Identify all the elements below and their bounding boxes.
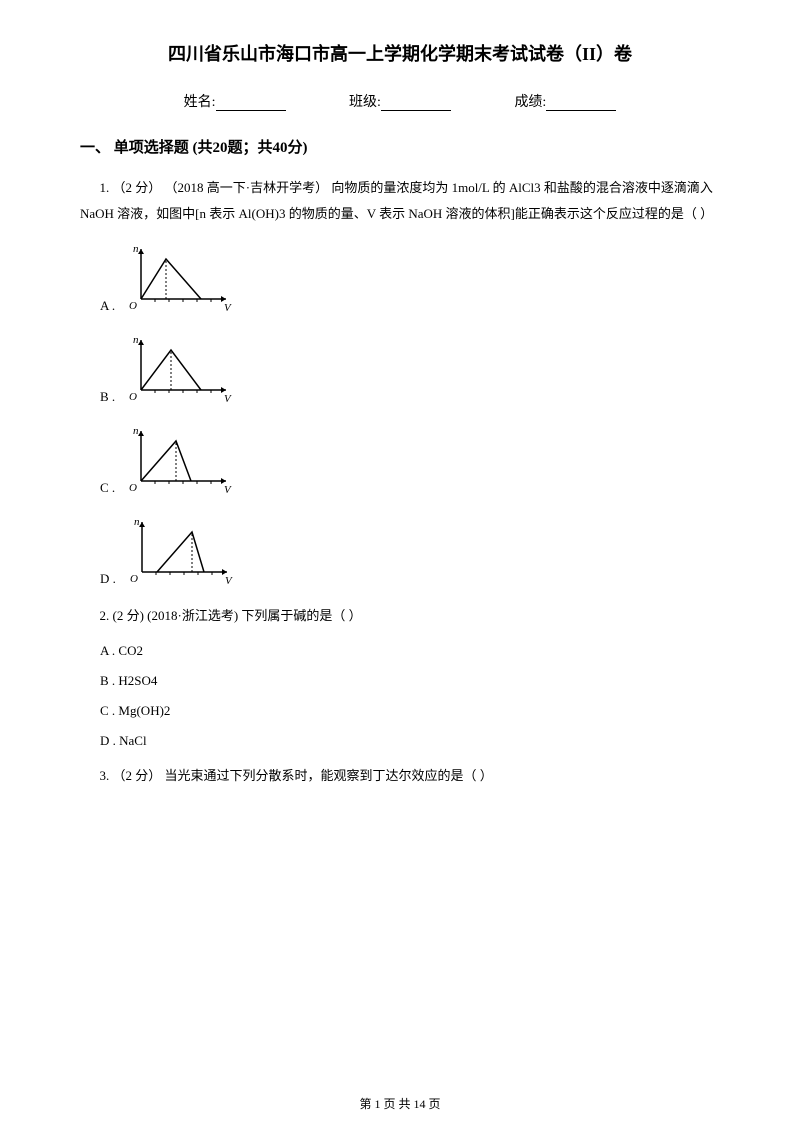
class-label: 班级:: [349, 95, 381, 110]
q1-option-d: D . n V O: [100, 512, 720, 591]
q2-option-c: C . Mg(OH)2: [100, 703, 720, 719]
q1-option-b: B . n V O: [100, 330, 720, 409]
svg-text:n: n: [134, 516, 140, 528]
section-header: 一、 单项选择题 (共20题；共40分): [80, 136, 720, 157]
graph-a: n V O: [123, 239, 243, 318]
svg-text:n: n: [133, 334, 139, 346]
q2-option-a: A . CO2: [100, 643, 720, 659]
score-blank: [546, 110, 616, 111]
svg-text:O: O: [129, 482, 137, 494]
graph-c: n V O: [123, 421, 243, 500]
question-3: 3. （2 分） 当光束通过下列分散系时，能观察到丁达尔效应的是（ ）: [80, 763, 720, 789]
svg-text:V: V: [224, 302, 232, 314]
info-row: 姓名: 班级: 成绩:: [80, 91, 720, 111]
name-field: 姓名:: [184, 91, 286, 111]
class-field: 班级:: [349, 91, 451, 111]
option-label-b: B .: [100, 389, 115, 409]
page-title: 四川省乐山市海口市高一上学期化学期末考试试卷（II）卷: [80, 40, 720, 66]
svg-text:n: n: [133, 425, 139, 437]
q1-option-c: C . n V O: [100, 421, 720, 500]
graph-d: n V O: [124, 512, 244, 591]
svg-text:O: O: [129, 391, 137, 403]
q2-option-d: D . NaCl: [100, 733, 720, 749]
svg-text:n: n: [133, 243, 139, 255]
page-footer: 第 1 页 共 14 页: [0, 1095, 800, 1112]
name-label: 姓名:: [184, 95, 216, 110]
option-label-d: D .: [100, 571, 116, 591]
graph-b: n V O: [123, 330, 243, 409]
question-2: 2. (2 分) (2018·浙江选考) 下列属于碱的是（ ）: [80, 603, 720, 629]
q2-option-b: B . H2SO4: [100, 673, 720, 689]
question-1: 1. （2 分） （2018 高一下·吉林开学考） 向物质的量浓度均为 1mol…: [80, 175, 720, 227]
q1-option-a: A . n V O: [100, 239, 720, 318]
score-label: 成绩:: [514, 95, 546, 110]
name-blank: [216, 110, 286, 111]
svg-text:V: V: [224, 484, 232, 496]
option-label-c: C .: [100, 480, 115, 500]
score-field: 成绩:: [514, 91, 616, 111]
svg-text:V: V: [224, 393, 232, 405]
class-blank: [381, 110, 451, 111]
svg-text:O: O: [129, 300, 137, 312]
option-label-a: A .: [100, 298, 115, 318]
svg-text:V: V: [225, 575, 233, 587]
svg-text:O: O: [130, 573, 138, 585]
